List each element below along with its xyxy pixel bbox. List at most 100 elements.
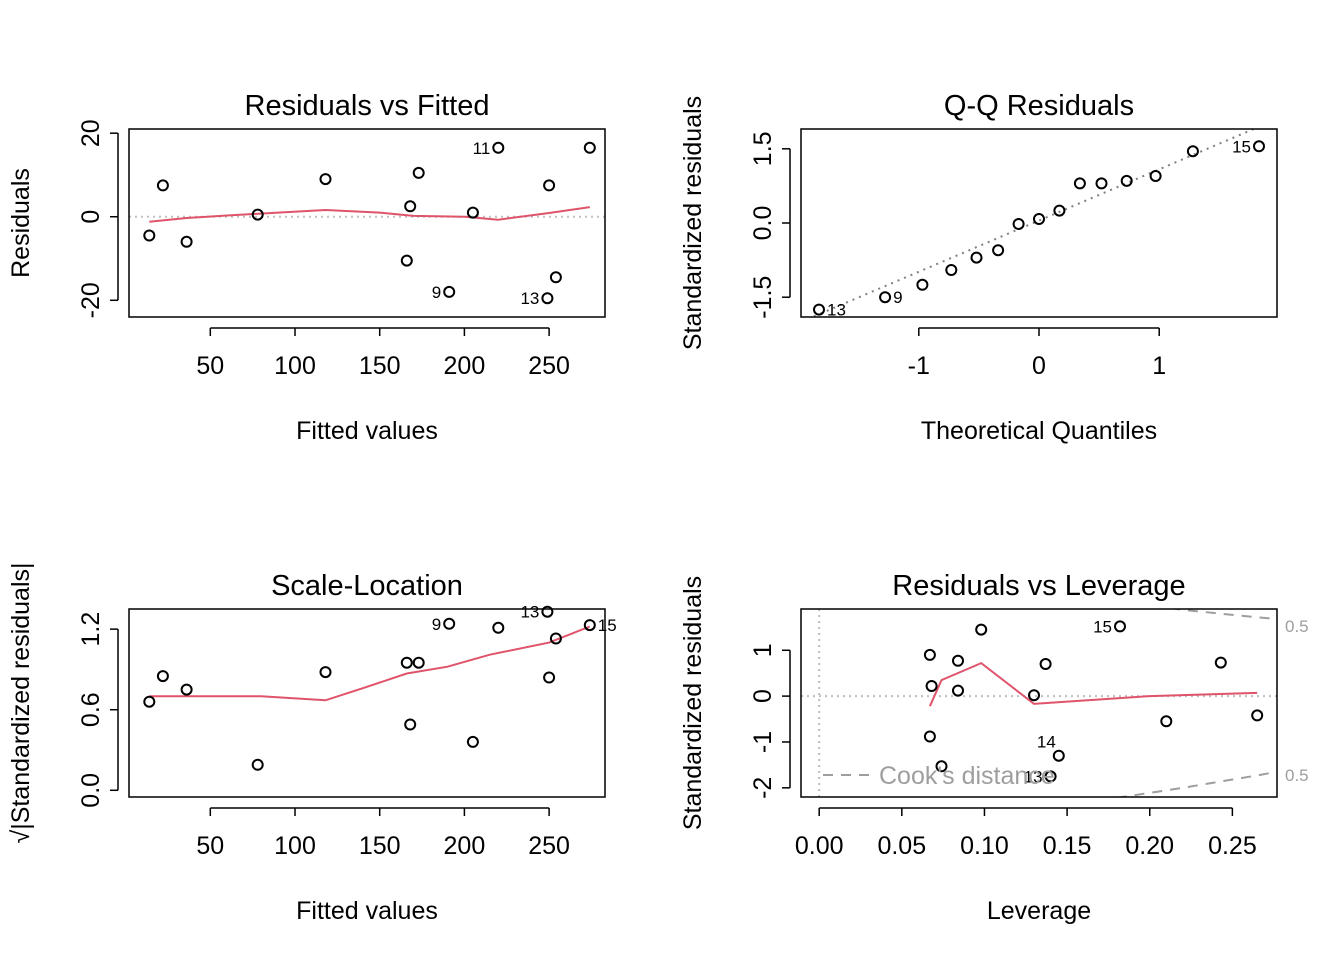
cooks-legend-label: Cook's distance (879, 762, 1055, 790)
y-tick-label: 0.6 (77, 692, 105, 727)
data-point (1039, 658, 1052, 670)
data-point (1044, 770, 1057, 783)
plot-area (149, 625, 591, 702)
x-tick-label: 150 (359, 832, 401, 860)
x-tick-label: 150 (359, 352, 401, 380)
data-point (1251, 709, 1264, 722)
panel-title: Residuals vs Fitted (245, 90, 490, 122)
plot-frame (128, 128, 606, 318)
x-tick-label: 100 (274, 832, 316, 860)
data-point (945, 264, 958, 276)
point-label: 9 (893, 288, 902, 307)
y-axis-label: Residuals (7, 168, 35, 278)
x-tick-label: 0.10 (960, 832, 1009, 860)
plot-area (129, 206, 605, 223)
x-tick-label: 0.00 (795, 832, 844, 860)
y-tick-label: 0.0 (749, 206, 777, 241)
data-point (466, 206, 479, 219)
data-point (466, 735, 479, 748)
data-point (412, 656, 425, 669)
data-point (143, 695, 156, 708)
data-point (251, 758, 264, 771)
y-axis-label: Standardized residuals (679, 96, 707, 350)
panel-title: Scale-Location (271, 570, 463, 602)
data-point (1073, 177, 1086, 190)
data-point (400, 254, 413, 267)
data-point (923, 648, 936, 661)
data-point (1012, 218, 1025, 230)
x-tick-label: 1 (1152, 352, 1166, 380)
cooks-level-label-upper: 0.5 (1285, 617, 1309, 636)
panel-3: 9 13 15 50 100 150 200 250 0.0 0.6 1.2 Scale-Locati… (7, 562, 617, 925)
point-label: 9 (432, 615, 441, 634)
data-point (549, 271, 562, 284)
data-point (180, 235, 193, 248)
panel-2: 13 9 15 -1 0 1 -1.5 0.0 1.5 Q-Q Residuals Theoreti… (679, 90, 1278, 445)
x-tick-label: 0.25 (1208, 832, 1257, 860)
cooks-level-label-lower: 0.5 (1285, 766, 1309, 785)
data-point (404, 200, 417, 213)
data-point (319, 666, 332, 679)
qq-reference-line (810, 129, 1257, 317)
panel-title: Residuals vs Leverage (892, 570, 1185, 602)
data-point (1149, 170, 1162, 182)
y-tick-label: 1.2 (77, 612, 105, 647)
x-tick-label: 250 (528, 832, 570, 860)
data-point (975, 623, 988, 636)
y-axis-label: Standardized residuals (679, 576, 707, 830)
x-axis-label: Fitted values (296, 897, 438, 925)
point-label: 13 (520, 289, 539, 308)
data-point (443, 285, 456, 298)
y-tick-label: -1.5 (749, 276, 777, 319)
data-point (1053, 204, 1066, 217)
data-point (923, 730, 936, 743)
data-point (143, 229, 156, 242)
y-tick-label: 0.0 (77, 773, 105, 808)
data-point (404, 718, 417, 731)
y-tick-label: -1 (749, 731, 777, 753)
data-point (156, 670, 169, 683)
plot-frame (128, 608, 606, 798)
point-label: 15 (1232, 137, 1251, 156)
y-tick-label: 1.5 (749, 131, 777, 166)
data-point (925, 680, 938, 692)
plot-frame (800, 608, 1278, 798)
x-tick-label: 0 (1032, 352, 1046, 380)
point-label: 13 (1024, 767, 1043, 786)
x-tick-label: 50 (196, 832, 224, 860)
x-tick-label: 100 (274, 352, 316, 380)
plot-area (810, 129, 1257, 317)
data-point (1186, 145, 1199, 158)
data-point (1095, 177, 1108, 190)
point-label: 15 (1093, 617, 1112, 636)
data-point (319, 173, 332, 186)
data-point (992, 244, 1005, 257)
smooth-line (149, 206, 590, 223)
x-axis-label: Fitted values (296, 417, 438, 445)
data-point (1052, 749, 1065, 762)
plot-area (801, 609, 1277, 797)
data-point (970, 251, 983, 264)
x-tick-label: 0.15 (1043, 832, 1092, 860)
point-label: 13 (827, 301, 846, 320)
data-point (400, 656, 413, 669)
x-tick-label: 250 (528, 352, 570, 380)
cooks-distance-upper-curve (1170, 609, 1277, 621)
panel-1: 9 11 13 50 100 150 200 250 -20 0 20 Residuals vs Fi… (7, 90, 606, 445)
data-point (251, 208, 264, 221)
data-point (543, 671, 556, 684)
x-tick-label: 0.20 (1125, 832, 1174, 860)
y-tick-label: 0 (77, 210, 105, 224)
point-label: 15 (598, 616, 617, 635)
point-label: 9 (432, 283, 441, 302)
smooth-line (149, 625, 591, 702)
x-tick-label: -1 (908, 352, 930, 380)
data-point (543, 179, 556, 192)
data-point (541, 292, 554, 305)
y-axis-label: √|Standardized residuals| (7, 562, 35, 843)
data-point (180, 683, 193, 696)
panel-title: Q-Q Residuals (944, 90, 1134, 122)
data-point (1160, 715, 1173, 728)
point-label: 13 (520, 603, 539, 622)
data-point (916, 278, 929, 291)
